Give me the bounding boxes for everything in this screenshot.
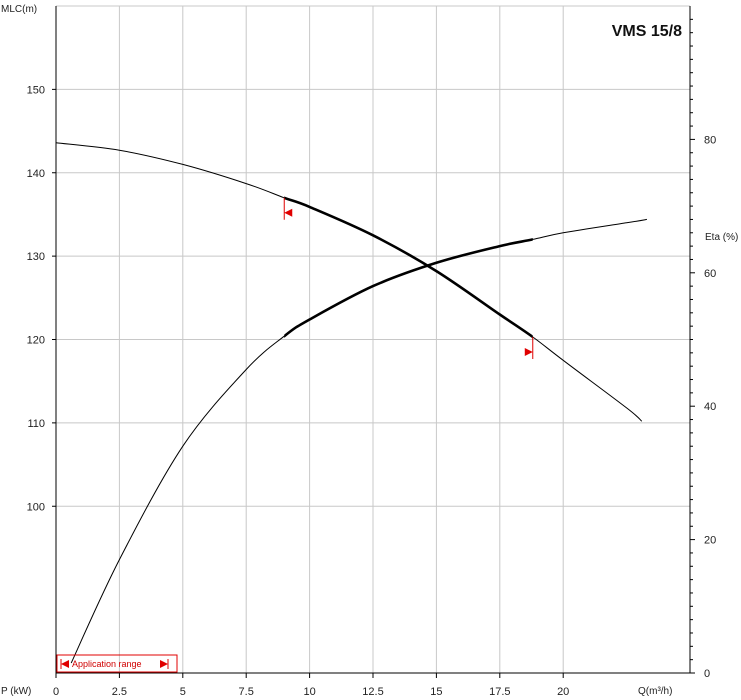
x-tick-label-6: 15 xyxy=(430,686,442,698)
left-tick-label-1: 110 xyxy=(27,418,45,430)
x-tick-label-7: 17.5 xyxy=(489,686,510,698)
application-range-label: Application range xyxy=(72,659,142,669)
right-tick-label-0: 0 xyxy=(704,668,710,680)
max-flow-marker-arrow xyxy=(524,347,533,356)
x-tick-label-5: 12.5 xyxy=(362,686,383,698)
left-tick-label-0: 100 xyxy=(27,501,45,513)
application-range-frame xyxy=(56,654,178,673)
x-tick-label-0: 0 xyxy=(53,686,59,698)
head-operating-segment xyxy=(284,196,533,339)
application-range-box: Application range xyxy=(56,654,178,673)
x-tick-label-3: 7.5 xyxy=(239,686,254,698)
right-tick-label-2: 40 xyxy=(704,401,716,413)
application-range-right-arrow xyxy=(160,660,168,668)
power-axis-label: P (kW) xyxy=(1,686,31,697)
x-tick-label-2: 5 xyxy=(180,686,186,698)
grid-lines xyxy=(56,5,690,673)
left-tick-label-5: 150 xyxy=(27,84,45,96)
range-markers xyxy=(283,197,534,359)
x-tick-label-4: 10 xyxy=(303,686,315,698)
right-tick-label-1: 20 xyxy=(704,535,716,547)
min-flow-marker-arrow xyxy=(284,208,293,217)
x-tick-label-8: 20 xyxy=(557,686,569,698)
left-tick-label-2: 120 xyxy=(27,335,45,347)
right-tick-label-3: 60 xyxy=(704,268,716,280)
left-tick-label-3: 130 xyxy=(27,251,45,263)
efficiency-operating-segment xyxy=(284,238,533,338)
y-axis-label: MLC(m) xyxy=(1,4,37,15)
axes-layer xyxy=(52,6,695,678)
curves-layer xyxy=(55,142,647,664)
left-tick-label-4: 140 xyxy=(27,168,45,180)
x-tick-label-1: 2.5 xyxy=(112,686,127,698)
tick-labels: 100 110 120 130 140 150 0 20 40 60 80 0 2.5 5 7.5 10 12.… xyxy=(27,84,717,698)
right-axis-label: Eta (%) xyxy=(705,232,738,243)
right-tick-label-4: 80 xyxy=(704,134,716,146)
application-range-left-arrow xyxy=(61,660,69,668)
chart-title: VMS 15/8 xyxy=(612,23,682,40)
x-axis-label: Q(m³/h) xyxy=(638,686,672,697)
